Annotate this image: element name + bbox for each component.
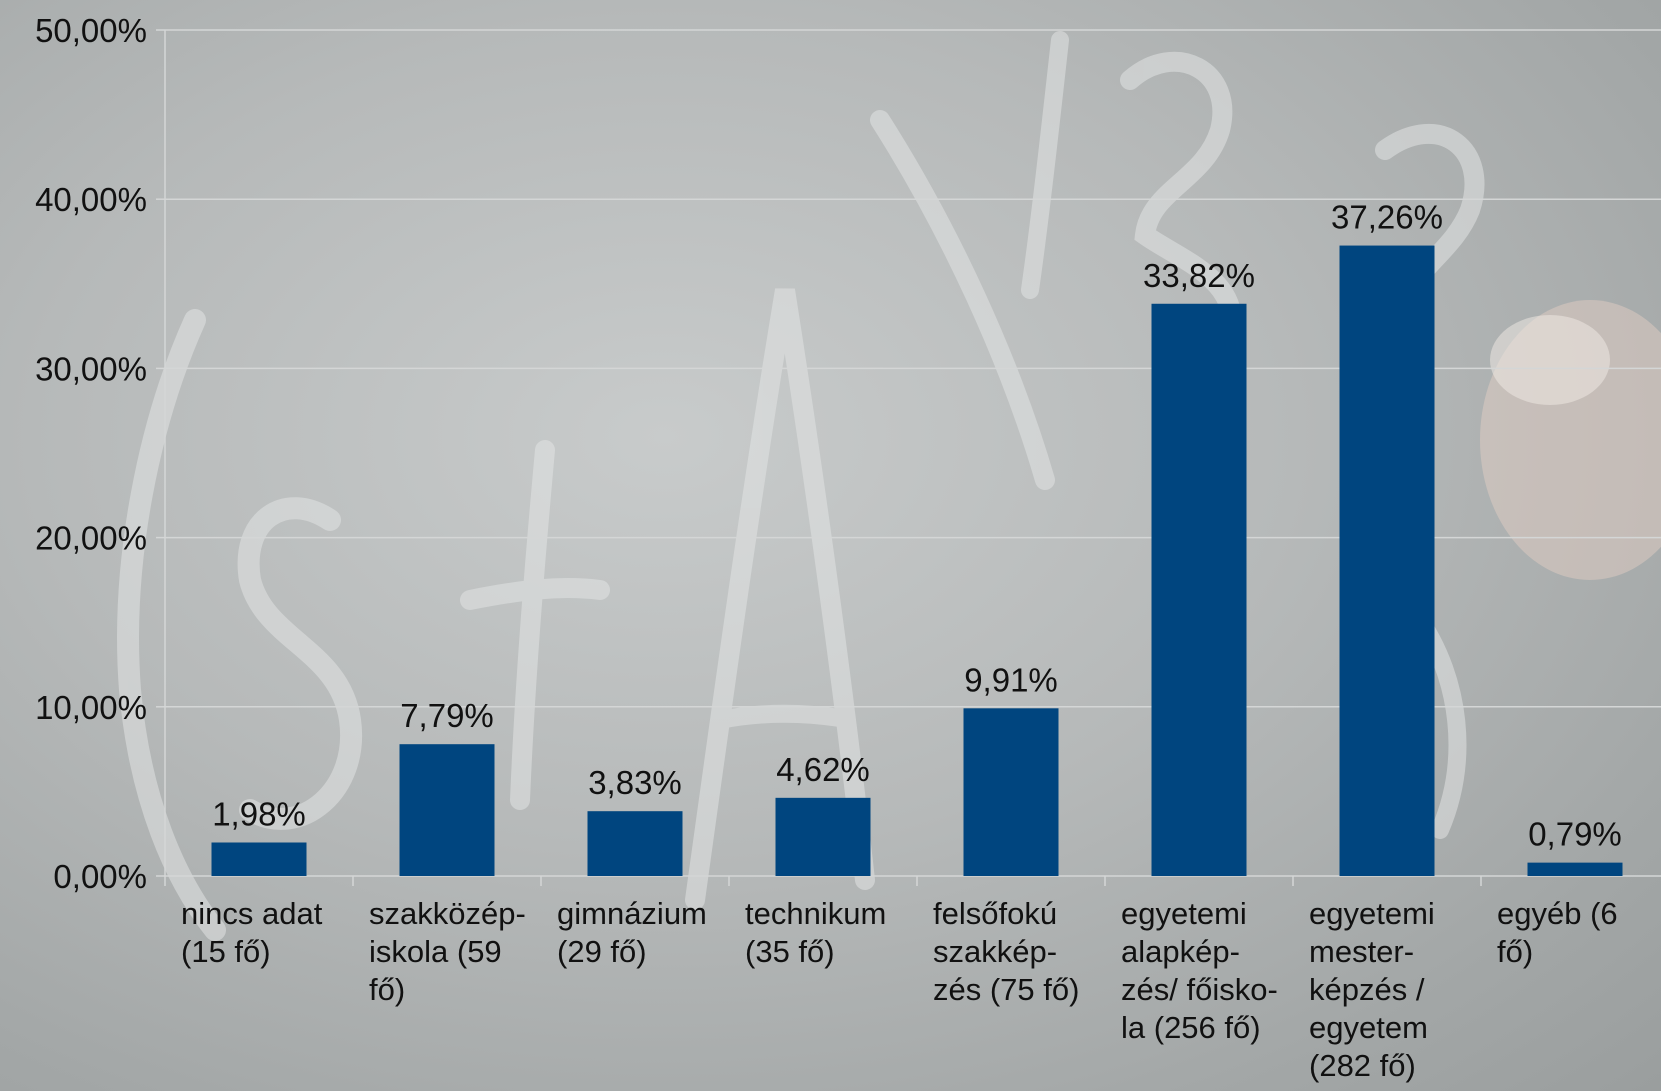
- x-tick-label: gimnázium (29 fő): [557, 896, 707, 969]
- x-tick-label: nincs adat (15 fő): [181, 896, 323, 969]
- gridlines: [165, 29, 1661, 877]
- x-tick-label-line: technikum: [745, 896, 886, 931]
- x-tick-label-line: mester-: [1309, 934, 1414, 969]
- data-labels: 1,98% 7,79% 3,83% 4,62% 9,91% 33,82% 37,26% 0,7…: [212, 199, 1622, 853]
- x-tick-label: technikum (35 fő): [745, 896, 886, 969]
- y-tick-label: 50,00%: [35, 12, 147, 49]
- x-tick-label-line: szakkép-: [933, 934, 1057, 969]
- x-tick-label-line: gimnázium: [557, 896, 707, 931]
- data-label: 9,91%: [964, 661, 1058, 698]
- x-tick-label: egyetemi mester-képzés / egyetem (282 fő): [1309, 896, 1435, 1083]
- x-tick-label-line: képzés /: [1309, 972, 1425, 1007]
- x-tick-label-line: fő): [369, 972, 405, 1007]
- data-label: 4,62%: [776, 751, 870, 788]
- y-tick-label: 20,00%: [35, 520, 147, 557]
- bar: [1339, 245, 1435, 877]
- x-tick-label-line: (29 fő): [557, 934, 647, 969]
- data-label: 0,79%: [1528, 816, 1622, 853]
- x-tick-label-line: iskola (59: [369, 934, 502, 969]
- data-label: 33,82%: [1143, 257, 1255, 294]
- data-label: 7,79%: [400, 697, 494, 734]
- y-tick-label: 30,00%: [35, 350, 147, 387]
- data-label: 37,26%: [1331, 199, 1443, 236]
- x-tick-label-line: egyéb (6: [1497, 896, 1618, 931]
- data-label: 1,98%: [212, 795, 306, 832]
- x-tick-label-line: la (256 fő): [1121, 1010, 1261, 1045]
- x-tick-label: szakközép-iskola (59 fő): [369, 896, 526, 1007]
- bar: [211, 842, 307, 876]
- bar: [587, 811, 683, 876]
- y-tick-label: 10,00%: [35, 689, 147, 726]
- x-tick-label-line: zés (75 fő): [933, 972, 1079, 1007]
- x-tick-label: egyetemi alapkép-zés/ főisko-la (256 fő): [1121, 896, 1278, 1045]
- axes: [156, 29, 1482, 886]
- bar: [1151, 303, 1247, 876]
- x-tick-label-line: zés/ főisko-: [1121, 972, 1278, 1007]
- x-tick-label-line: fő): [1497, 934, 1533, 969]
- bar: [399, 744, 495, 876]
- x-tick-label-line: egyetemi: [1121, 896, 1247, 931]
- x-tick-labels: nincs adat (15 fő)szakközép-iskola (59 fő)…: [181, 896, 1618, 1083]
- x-tick-label-line: nincs adat: [181, 896, 323, 931]
- x-tick-label-line: (35 fő): [745, 934, 835, 969]
- x-tick-label-line: (282 fő): [1309, 1048, 1416, 1083]
- x-tick-label: egyéb (6 fő): [1497, 896, 1618, 969]
- x-tick-label-line: (15 fő): [181, 934, 271, 969]
- x-tick-label-line: felsőfokú: [933, 896, 1057, 931]
- y-tick-labels: 0,00% 10,00% 20,00% 30,00% 40,00% 50,00%: [35, 12, 147, 895]
- y-tick-label: 40,00%: [35, 181, 147, 218]
- x-tick-label-line: szakközép-: [369, 896, 526, 931]
- bars: [211, 245, 1623, 877]
- x-tick-label-line: egyetemi: [1309, 896, 1435, 931]
- bar: [963, 708, 1059, 876]
- bar: [1527, 862, 1623, 876]
- y-tick-label: 0,00%: [53, 858, 147, 895]
- x-tick-label-line: egyetem: [1309, 1010, 1428, 1045]
- data-label: 3,83%: [588, 764, 682, 801]
- x-tick-label: felsőfokú szakkép-zés (75 fő): [933, 896, 1079, 1007]
- bar: [775, 797, 871, 876]
- x-tick-label-line: alapkép-: [1121, 934, 1240, 969]
